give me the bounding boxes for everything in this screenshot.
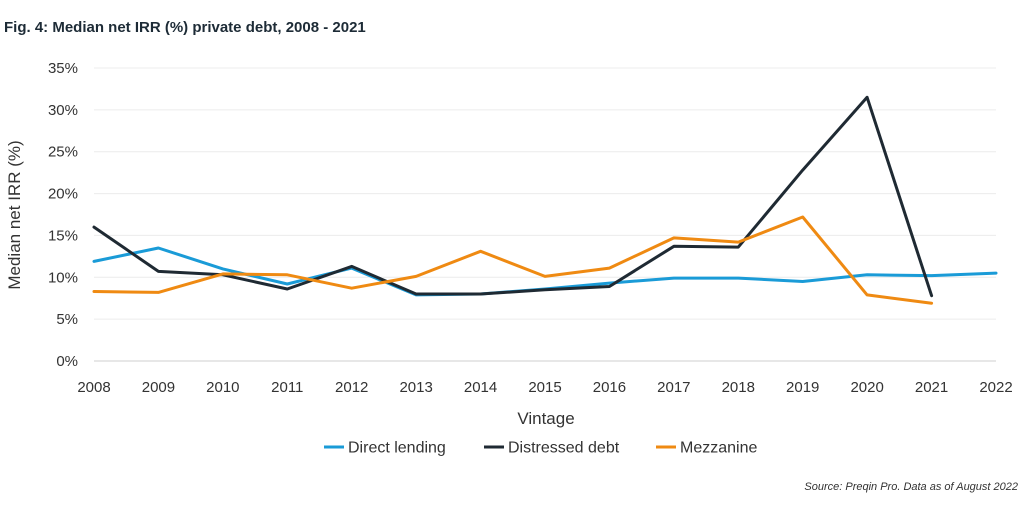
y-tick-label: 20% — [48, 186, 78, 203]
chart-title: Fig. 4: Median net IRR (%) private debt,… — [4, 19, 366, 36]
x-axis-label: Vintage — [517, 409, 574, 428]
series-line-distressed-debt — [92, 95, 934, 298]
x-tick-label: 2012 — [335, 379, 368, 396]
y-tick-label: 0% — [56, 353, 78, 370]
x-tick-label: 2015 — [528, 379, 561, 396]
x-tick-label: 2013 — [399, 379, 432, 396]
source-note: Source: Preqin Pro. Data as of August 20… — [804, 481, 1018, 493]
x-tick-label: 2011 — [271, 379, 303, 396]
x-tick-label: 2016 — [593, 379, 626, 396]
x-tick-label: 2008 — [77, 379, 110, 396]
gridlines — [94, 67, 996, 362]
y-axis-label: Median net IRR (%) — [5, 140, 24, 289]
x-tick-label: 2021 — [915, 379, 948, 396]
legend: Direct lending Distressed debt Mezzanine — [324, 440, 757, 457]
x-tick-label: 2009 — [142, 379, 175, 396]
x-tick-label: 2020 — [850, 379, 883, 396]
x-tick-label: 2019 — [786, 379, 819, 396]
x-tick-label: 2022 — [979, 379, 1012, 396]
y-tick-label: 35% — [48, 60, 78, 77]
y-tick-labels: 0% 5% 10% 15% 20% 25% 30% 35% — [48, 60, 78, 370]
y-tick-label: 10% — [48, 269, 78, 286]
series-line-mezzanine — [92, 215, 934, 305]
y-tick-label: 5% — [56, 311, 78, 328]
legend-label-mezzanine: Mezzanine — [680, 440, 757, 457]
series-lines — [92, 95, 998, 305]
legend-label-direct-lending: Direct lending — [348, 440, 446, 457]
y-tick-label: 30% — [48, 102, 78, 119]
x-tick-label: 2010 — [206, 379, 239, 396]
y-tick-label: 15% — [48, 227, 78, 244]
x-tick-label: 2014 — [464, 379, 497, 396]
x-tick-label: 2017 — [657, 379, 690, 396]
x-tick-label: 2018 — [722, 379, 755, 396]
legend-label-distressed-debt: Distressed debt — [508, 440, 620, 457]
y-tick-label: 25% — [48, 144, 78, 161]
x-tick-labels: 2008 2009 2010 2011 2012 2013 2014 2015 2016 2017… — [77, 379, 1012, 396]
